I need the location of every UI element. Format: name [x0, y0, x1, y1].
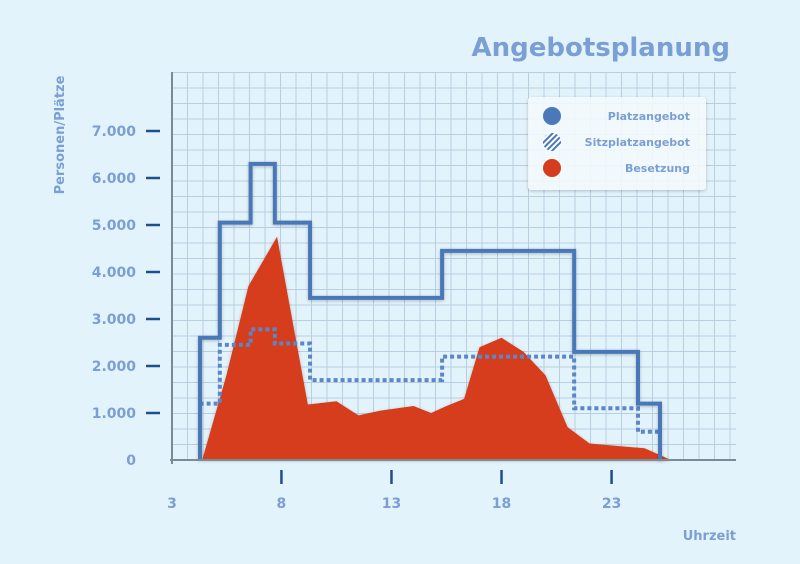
legend: Platzangebot Sitzplatzangebot Besetzung	[528, 97, 706, 190]
legend-marker-platzangebot	[543, 107, 561, 125]
legend-label-platzangebot: Platzangebot	[608, 110, 690, 123]
legend-marker-besetzung	[543, 159, 561, 177]
y-tick-label: 1.000	[92, 406, 137, 422]
y-tick-label: 6.000	[92, 171, 137, 187]
y-tick-label: 2.000	[92, 359, 137, 375]
legend-marker-sitzplatzangebot	[543, 133, 561, 151]
x-tick-label: 3	[167, 496, 177, 512]
tick-labels: 0 1.000 2.000 3.000 4.000 5.000 6.000 7.000 3 8 13…	[92, 124, 622, 512]
y-tick-label: 3.000	[92, 312, 137, 328]
y-tick-label: 7.000	[92, 124, 137, 140]
series-sitzplatzangebot-line	[198, 327, 660, 460]
x-axis-label: Uhrzeit	[683, 529, 736, 544]
supply-lines-layer	[198, 161, 662, 460]
x-tick-label: 8	[277, 496, 287, 512]
x-tick-label: 13	[382, 496, 401, 512]
chart-title: Angebotsplanung	[472, 33, 730, 63]
x-tick-label: 18	[492, 496, 511, 512]
series-besetzung-area	[202, 236, 672, 460]
axes	[170, 72, 736, 464]
legend-label-besetzung: Besetzung	[625, 162, 690, 175]
y-tick-label: 0	[126, 453, 136, 469]
y-tick-label: 5.000	[92, 218, 137, 234]
x-tick-label: 23	[602, 496, 621, 512]
occupancy-area-layer	[202, 236, 672, 460]
y-axis-label: Personen/Plätze	[53, 75, 68, 194]
legend-label-sitzplatzangebot: Sitzplatzangebot	[585, 136, 690, 149]
y-tick-label: 4.000	[92, 265, 137, 281]
series-platzangebot-line	[198, 161, 662, 460]
legend-box	[528, 97, 706, 190]
